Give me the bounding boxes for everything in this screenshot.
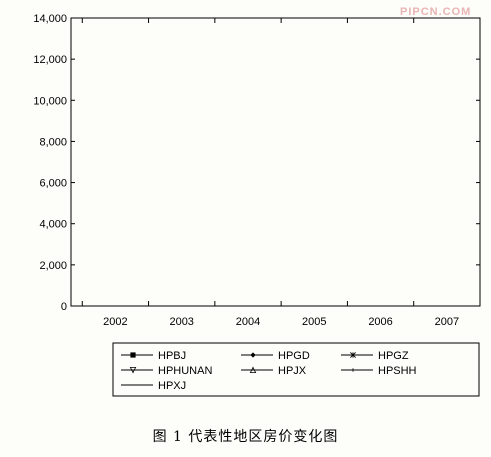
x-tick-label: 2006 <box>368 316 392 328</box>
y-tick-label: 6,000 <box>39 178 67 190</box>
x-tick-label: 2004 <box>236 316 260 328</box>
legend-label-hpxj: HPXJ <box>158 380 186 392</box>
figure-caption: 图 1 代表性地区房价变化图 <box>152 429 339 445</box>
legend-item-hpjx: HPJX <box>241 365 307 377</box>
legend-label-hpshh: HPSHH <box>378 365 417 377</box>
legend-label-hpgz: HPGZ <box>378 350 409 362</box>
y-tick-label: 10,000 <box>33 95 67 107</box>
legend: HPBJ HPGD HPGZ HPHUNAN HPJX HPSHH HPXJ <box>112 342 480 397</box>
x-tick-label: 2007 <box>435 316 459 328</box>
chart-figure: PIPCN.COM 0 2,000 4,000 6,000 8,000 10,000 12,… <box>33 6 481 397</box>
y-tick-label: 8,000 <box>39 136 67 148</box>
y-tick-label: 14,000 <box>33 13 67 25</box>
legend-label-hpgd: HPGD <box>278 350 310 362</box>
legend-marker-hpgz <box>350 352 356 358</box>
legend-label-hpjx: HPJX <box>278 365 307 377</box>
legend-item-hpxj: HPXJ <box>121 380 186 392</box>
legend-item-hpgz: HPGZ <box>341 350 409 362</box>
legend-item-hpshh: HPSHH <box>341 365 417 377</box>
legend-label-hpbj: HPBJ <box>158 350 186 362</box>
legend-marker-hphunan <box>129 367 137 374</box>
x-tick-label: 2003 <box>169 316 193 328</box>
legend-marker-hpgd <box>250 352 256 358</box>
y-tick-label: 12,000 <box>33 54 67 66</box>
legend-marker-hpjx <box>249 366 257 373</box>
x-tick-label: 2002 <box>103 316 127 328</box>
legend-box <box>112 342 480 397</box>
plot-frame <box>70 17 481 307</box>
y-tick-label: 2,000 <box>39 260 67 272</box>
y-tick-label: 0 <box>61 301 67 313</box>
legend-label-hphunan: HPHUNAN <box>158 365 212 377</box>
x-tick-label: 2005 <box>302 316 326 328</box>
legend-marker-hpshh <box>351 368 355 372</box>
legend-item-hpbj: HPBJ <box>121 350 186 362</box>
y-tick-label: 4,000 <box>39 219 67 231</box>
watermark: PIPCN.COM <box>400 6 471 18</box>
axes: 0 2,000 4,000 6,000 8,000 10,000 12,000 14,000 2… <box>33 13 481 328</box>
legend-marker-hpbj <box>130 352 136 358</box>
legend-item-hpgd: HPGD <box>241 350 310 362</box>
legend-item-hphunan: HPHUNAN <box>121 365 212 377</box>
